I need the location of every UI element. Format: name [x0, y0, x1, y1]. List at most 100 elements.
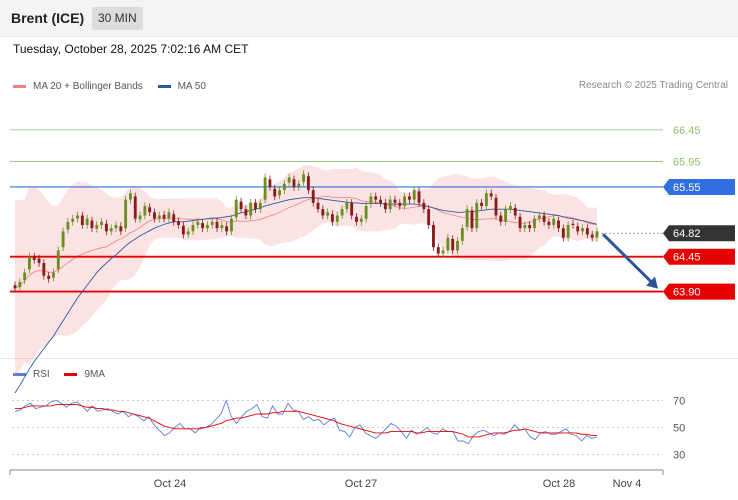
candle-body — [513, 207, 517, 216]
candle-body — [100, 221, 104, 225]
candle-body — [566, 225, 570, 238]
candle-body — [273, 188, 277, 197]
rsi-line — [14, 399, 598, 445]
chart-header: Brent (ICE) 30 MIN — [0, 0, 738, 37]
candle-body — [494, 197, 498, 216]
candle-body — [119, 226, 123, 232]
candle-body — [109, 228, 113, 232]
candle-body — [383, 202, 387, 210]
candle-body — [528, 225, 532, 229]
candle-body — [191, 225, 195, 232]
level-tag-64.82 — [663, 225, 735, 242]
credit: Research © 2025 Trading Central — [578, 80, 728, 91]
candle-body — [311, 190, 315, 203]
candle-body — [210, 221, 214, 225]
candle-body — [345, 202, 349, 210]
legend-rsi: RSI — [13, 369, 50, 380]
candle-body — [129, 193, 132, 200]
level-tag-65.55 — [663, 178, 735, 195]
candle-body — [456, 240, 459, 251]
candle-body — [350, 202, 354, 216]
legend-9ma-label: 9MA — [84, 369, 106, 380]
candle-body — [403, 196, 407, 206]
candle-body — [239, 201, 243, 210]
candle-body — [379, 199, 382, 203]
candle-body — [172, 214, 176, 222]
candle-body — [460, 228, 464, 241]
candle-body — [85, 218, 89, 225]
candle-body — [355, 216, 358, 222]
candle-body — [537, 215, 541, 219]
candle-body — [215, 221, 219, 229]
candle-body — [407, 196, 411, 200]
candle-body — [499, 215, 503, 222]
panel-divider — [0, 358, 738, 359]
candle-body — [359, 218, 363, 222]
candle-body — [470, 210, 474, 229]
candle-body — [47, 275, 51, 279]
candle-body — [56, 250, 60, 270]
legend-rsi-label: RSI — [33, 369, 50, 380]
candle-body — [465, 209, 469, 227]
candle-body — [451, 238, 455, 251]
timeframe-badge[interactable]: 30 MIN — [92, 7, 143, 30]
candle-body — [249, 202, 253, 216]
candle-body — [196, 221, 200, 225]
candle-body — [148, 207, 152, 213]
instrument-name: Brent (ICE) — [11, 10, 85, 26]
candle-body — [287, 177, 291, 183]
bollinger-swatch — [13, 85, 26, 88]
candle-body — [436, 247, 440, 254]
candle-body — [331, 214, 334, 222]
candle-body — [80, 215, 84, 225]
x-tick-oct-28: Oct 28 — [543, 478, 575, 490]
candle-body — [157, 215, 161, 219]
candle-body — [552, 218, 556, 225]
level-tag-64.45 — [663, 248, 735, 265]
candle-body — [417, 191, 421, 203]
legend-9ma: 9MA — [64, 369, 105, 380]
candle-body — [480, 202, 483, 206]
candle-body — [590, 234, 594, 238]
x-tick-nov-4: Nov 4 — [613, 478, 642, 490]
candle-body — [398, 202, 402, 206]
candle-body — [42, 263, 46, 276]
candle-body — [52, 272, 55, 278]
candle-body — [95, 225, 99, 229]
candle-body — [205, 225, 209, 229]
candle-body — [316, 202, 320, 210]
candle-body — [186, 231, 190, 235]
candle-body — [258, 202, 262, 210]
rsi-legend: RSI 9MA — [13, 368, 117, 380]
candle-body — [244, 209, 248, 216]
candle-body — [306, 176, 310, 191]
ma50-swatch — [157, 85, 171, 88]
candle-body — [508, 205, 512, 210]
timestamp: Tuesday, October 28, 2025 7:02:16 AM CET — [13, 42, 249, 56]
candle-body — [302, 174, 306, 182]
ma50-line — [14, 197, 598, 394]
candle-body — [18, 282, 22, 288]
candle-body — [234, 199, 238, 218]
candle-body — [292, 179, 296, 187]
candle-body — [114, 225, 118, 229]
price-legend: MA 20 + Bollinger Bands MA 50 — [13, 80, 218, 92]
candle-body — [23, 272, 27, 281]
candle-body — [297, 183, 301, 187]
level-label-63.90: 63.90 — [673, 287, 701, 299]
candle-body — [523, 225, 527, 229]
rsi-ma-line — [15, 404, 597, 438]
candle-body — [518, 216, 522, 229]
legend-ma50-label: MA 50 — [177, 81, 206, 92]
candle-body — [388, 199, 392, 210]
candle-body — [533, 218, 536, 229]
candle-body — [393, 199, 397, 203]
candle-body — [263, 177, 267, 200]
legend-ma50: MA 50 — [157, 81, 206, 92]
rsi-tick-30: 30 — [673, 450, 685, 462]
candle-body — [412, 190, 416, 200]
candle-body — [282, 183, 286, 191]
candle-body — [547, 221, 551, 225]
candle-body — [177, 221, 180, 225]
